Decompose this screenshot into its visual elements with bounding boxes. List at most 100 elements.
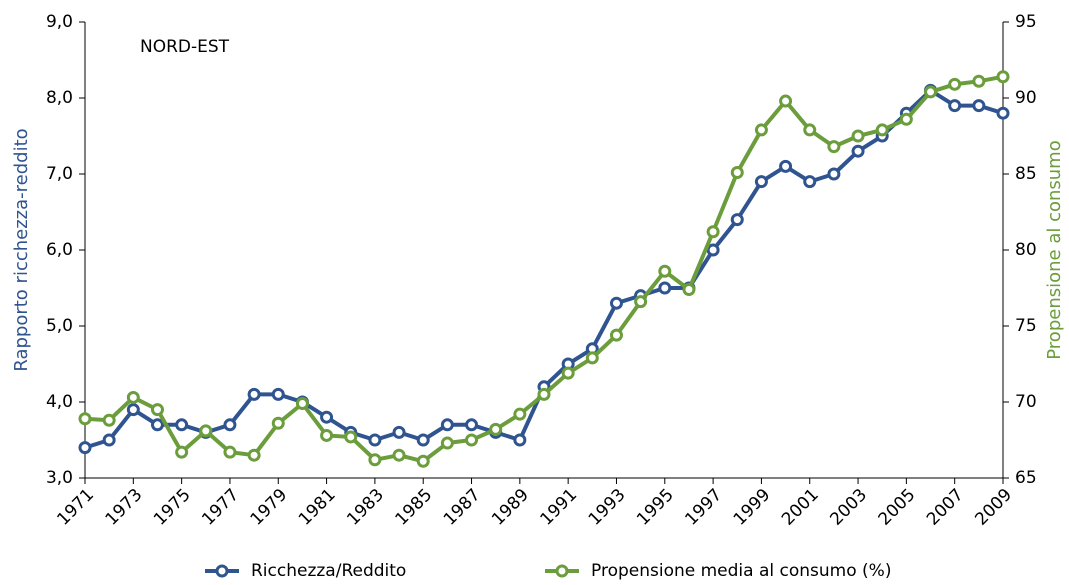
data-point — [803, 175, 817, 189]
data-point — [440, 436, 454, 450]
x-tick-label: 1971 — [53, 485, 98, 530]
data-point — [706, 225, 720, 239]
x-tick-label: 1983 — [343, 485, 388, 530]
data-point — [150, 403, 164, 417]
y-axis-label: Rapporto ricchezza-reddito — [11, 128, 32, 371]
y-tick-label: 5,0 — [46, 316, 73, 336]
x-tick-label: 2001 — [778, 485, 823, 530]
y2-tick-label: 95 — [1015, 12, 1037, 32]
x-tick-label: 2007 — [923, 485, 968, 530]
data-point — [948, 99, 962, 113]
data-point — [754, 175, 768, 189]
y2-tick-label: 90 — [1015, 88, 1037, 108]
data-point — [320, 410, 334, 424]
data-point — [223, 445, 237, 459]
data-point — [972, 74, 986, 88]
data-point — [754, 123, 768, 137]
data-point — [223, 418, 237, 432]
data-point — [948, 77, 962, 91]
data-point — [658, 281, 672, 295]
data-point — [827, 167, 841, 181]
data-point — [465, 418, 479, 432]
data-point — [851, 129, 865, 143]
data-point — [102, 433, 116, 447]
legend-label: Ricchezza/Reddito — [251, 561, 406, 581]
data-point — [465, 433, 479, 447]
x-tick-label: 1999 — [730, 485, 775, 530]
data-point — [320, 428, 334, 442]
y-tick-label: 6,0 — [46, 240, 73, 260]
y-tick-label: 7,0 — [46, 164, 73, 184]
legend-marker — [215, 564, 229, 578]
x-tick-label: 1975 — [150, 485, 195, 530]
data-point — [972, 99, 986, 113]
data-point — [247, 387, 261, 401]
data-point — [199, 424, 213, 438]
data-point — [609, 328, 623, 342]
data-point — [78, 412, 92, 426]
data-point — [102, 413, 116, 427]
data-point — [368, 453, 382, 467]
y2-tick-label: 75 — [1015, 316, 1037, 336]
y-tick-label: 3,0 — [46, 468, 73, 488]
data-point — [803, 123, 817, 137]
data-point — [392, 425, 406, 439]
data-point — [730, 165, 744, 179]
data-point — [537, 387, 551, 401]
y2-tick-label: 80 — [1015, 240, 1037, 260]
x-tick-label: 1997 — [681, 485, 726, 530]
series-line — [84, 74, 1004, 464]
data-point — [899, 112, 913, 126]
data-point — [368, 433, 382, 447]
data-point — [513, 433, 527, 447]
data-point — [392, 448, 406, 462]
data-point — [924, 85, 938, 99]
annotation: NORD-EST — [140, 37, 230, 57]
x-tick-label: 2003 — [826, 485, 871, 530]
data-point — [175, 445, 189, 459]
x-tick-label: 2005 — [875, 485, 920, 530]
data-point — [851, 144, 865, 158]
y2-tick-label: 65 — [1015, 468, 1037, 488]
y-tick-label: 4,0 — [46, 392, 73, 412]
data-point — [489, 422, 503, 436]
legend-marker — [555, 564, 569, 578]
data-point — [706, 243, 720, 257]
data-point — [827, 140, 841, 154]
x-tick-label: 1973 — [102, 485, 147, 530]
y2-axis-label: Propensione al consumo — [1044, 140, 1065, 359]
data-point — [996, 70, 1010, 84]
data-point — [247, 448, 261, 462]
x-tick-label: 1985 — [392, 485, 437, 530]
data-point — [78, 441, 92, 455]
data-point — [730, 213, 744, 227]
x-tick-label: 1993 — [585, 485, 630, 530]
data-point — [295, 397, 309, 411]
x-tick-label: 1991 — [536, 485, 581, 530]
data-point — [513, 407, 527, 421]
y2-tick-label: 70 — [1015, 392, 1037, 412]
data-point — [779, 94, 793, 108]
data-point — [996, 106, 1010, 120]
data-point — [126, 390, 140, 404]
legend-label: Propensione media al consumo (%) — [591, 561, 891, 581]
data-point — [271, 387, 285, 401]
data-point — [150, 418, 164, 432]
data-point — [561, 366, 575, 380]
x-tick-label: 2009 — [971, 485, 1016, 530]
data-point — [271, 416, 285, 430]
data-point — [175, 418, 189, 432]
data-point — [609, 296, 623, 310]
data-point — [779, 159, 793, 173]
x-tick-label: 1977 — [198, 485, 243, 530]
x-tick-label: 1987 — [440, 485, 485, 530]
y2-tick-label: 85 — [1015, 164, 1037, 184]
data-point — [682, 283, 696, 297]
data-point — [875, 123, 889, 137]
data-point — [126, 403, 140, 417]
data-point — [416, 454, 430, 468]
data-point — [585, 351, 599, 365]
data-point — [416, 433, 430, 447]
x-tick-label: 1981 — [295, 485, 340, 530]
